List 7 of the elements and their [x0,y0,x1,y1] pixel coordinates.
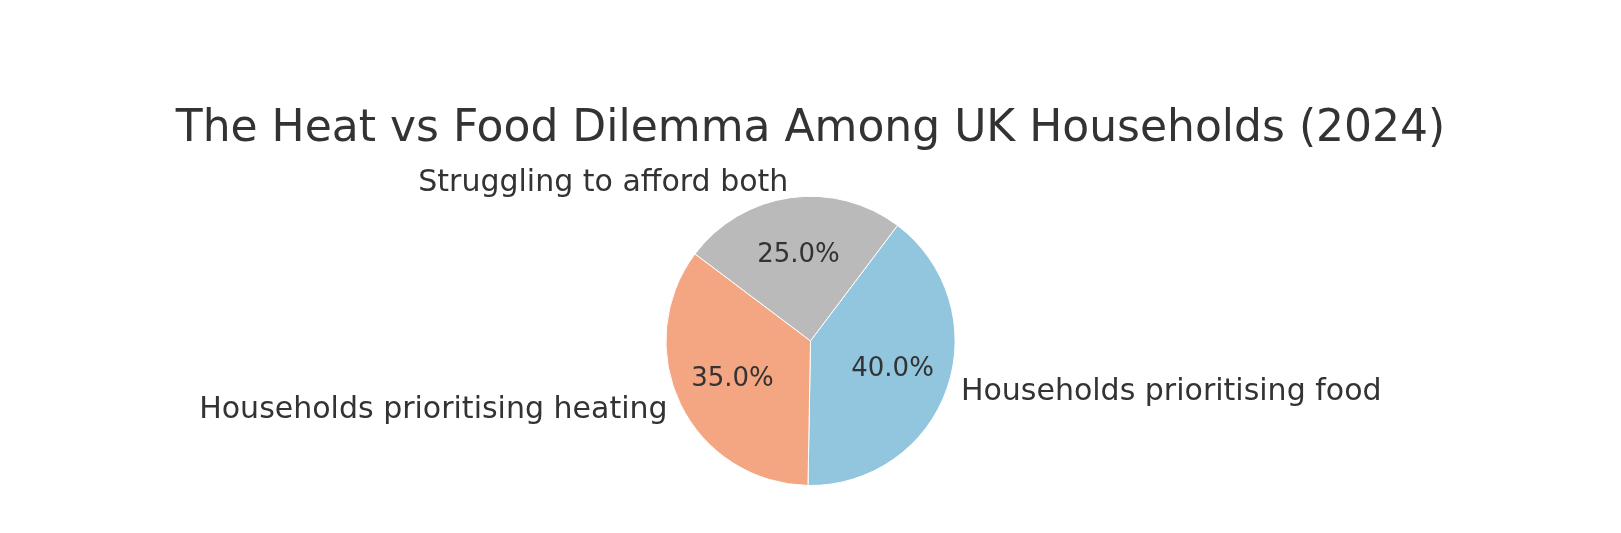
data-label: 35.0% [691,361,774,392]
slice-label: Households prioritising food [960,372,1382,408]
data-label: 25.0% [757,237,840,268]
chart-title: The Heat vs Food Dilemma Among UK Households (2024) [174,99,1446,151]
slice-label: Households prioritising heating [199,390,668,426]
data-label: 40.0% [851,351,934,382]
slice-label: Struggling to afford both [418,163,789,199]
